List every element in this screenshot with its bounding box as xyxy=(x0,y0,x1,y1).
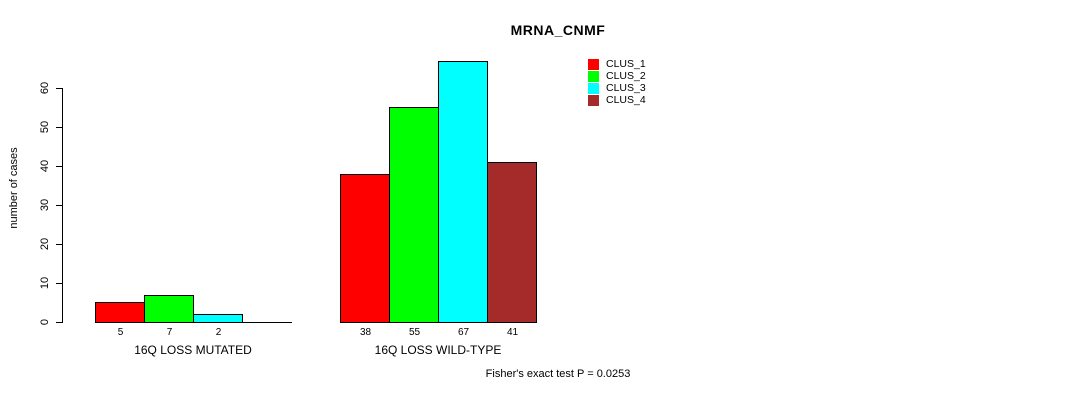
footnote: Fisher's exact test P = 0.0253 xyxy=(485,368,631,380)
bar-clus_1-group2 xyxy=(340,174,390,323)
y-tick-label: 20 xyxy=(39,237,51,251)
legend-swatch xyxy=(588,71,599,82)
legend-item-label: CLUS_4 xyxy=(606,94,646,106)
legend-item: CLUS_4 xyxy=(588,95,646,106)
y-tick xyxy=(56,244,62,245)
y-tick-label: 30 xyxy=(39,198,51,212)
bar-clus_2-group1 xyxy=(144,295,194,323)
y-tick xyxy=(56,283,62,284)
legend-swatch xyxy=(588,83,599,94)
y-tick-label: 0 xyxy=(39,318,51,326)
y-tick-label: 10 xyxy=(39,276,51,290)
y-tick xyxy=(56,127,62,128)
bar-value-label: 55 xyxy=(408,327,421,338)
y-tick xyxy=(56,166,62,167)
y-tick xyxy=(56,205,62,206)
legend-item: CLUS_3 xyxy=(588,83,646,94)
bar-clus_3-group2 xyxy=(438,61,488,323)
legend-item-label: CLUS_3 xyxy=(606,82,646,94)
bar-value-label: 7 xyxy=(166,327,173,338)
legend-item: CLUS_1 xyxy=(588,59,646,70)
bar-value-label: 2 xyxy=(215,327,222,338)
bar-value-label: 41 xyxy=(506,327,519,338)
bar-clus_1-group1 xyxy=(95,302,145,323)
legend: CLUS_1 CLUS_2 CLUS_3 CLUS_4 xyxy=(588,59,646,106)
bar-value-label: 38 xyxy=(359,327,372,338)
bar-clus_3-group1 xyxy=(193,314,243,323)
legend-item: CLUS_2 xyxy=(588,71,646,82)
legend-item-label: CLUS_2 xyxy=(606,70,646,82)
y-tick-label: 60 xyxy=(39,81,51,95)
bar-clus_2-group2 xyxy=(389,107,439,323)
y-tick-label: 40 xyxy=(39,159,51,173)
legend-item-label: CLUS_1 xyxy=(606,58,646,70)
legend-swatch xyxy=(588,95,599,106)
bar-value-label: 5 xyxy=(117,327,124,338)
bar-value-label: 67 xyxy=(457,327,470,338)
y-tick xyxy=(56,322,62,323)
y-axis-line xyxy=(62,88,63,323)
bar-clus_4-group2 xyxy=(487,162,537,323)
legend-swatch xyxy=(588,59,599,70)
group-label-mutated: 16Q LOSS MUTATED xyxy=(134,343,252,357)
chart-title: MRNA_CNMF xyxy=(510,22,606,38)
group-label-wildtype: 16Q LOSS WILD-TYPE xyxy=(374,343,502,357)
y-tick-label: 50 xyxy=(39,120,51,134)
y-tick xyxy=(56,88,62,89)
